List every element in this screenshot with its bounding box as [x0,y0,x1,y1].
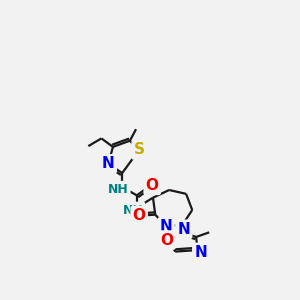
Text: S: S [134,142,145,158]
Text: N: N [194,245,207,260]
Text: O: O [160,232,173,247]
Text: N: N [160,220,172,235]
Text: NH: NH [123,203,143,217]
Text: O: O [146,178,159,193]
Text: O: O [133,208,146,223]
Text: NH: NH [108,183,129,196]
Text: N: N [102,156,115,171]
Text: N: N [177,222,190,237]
